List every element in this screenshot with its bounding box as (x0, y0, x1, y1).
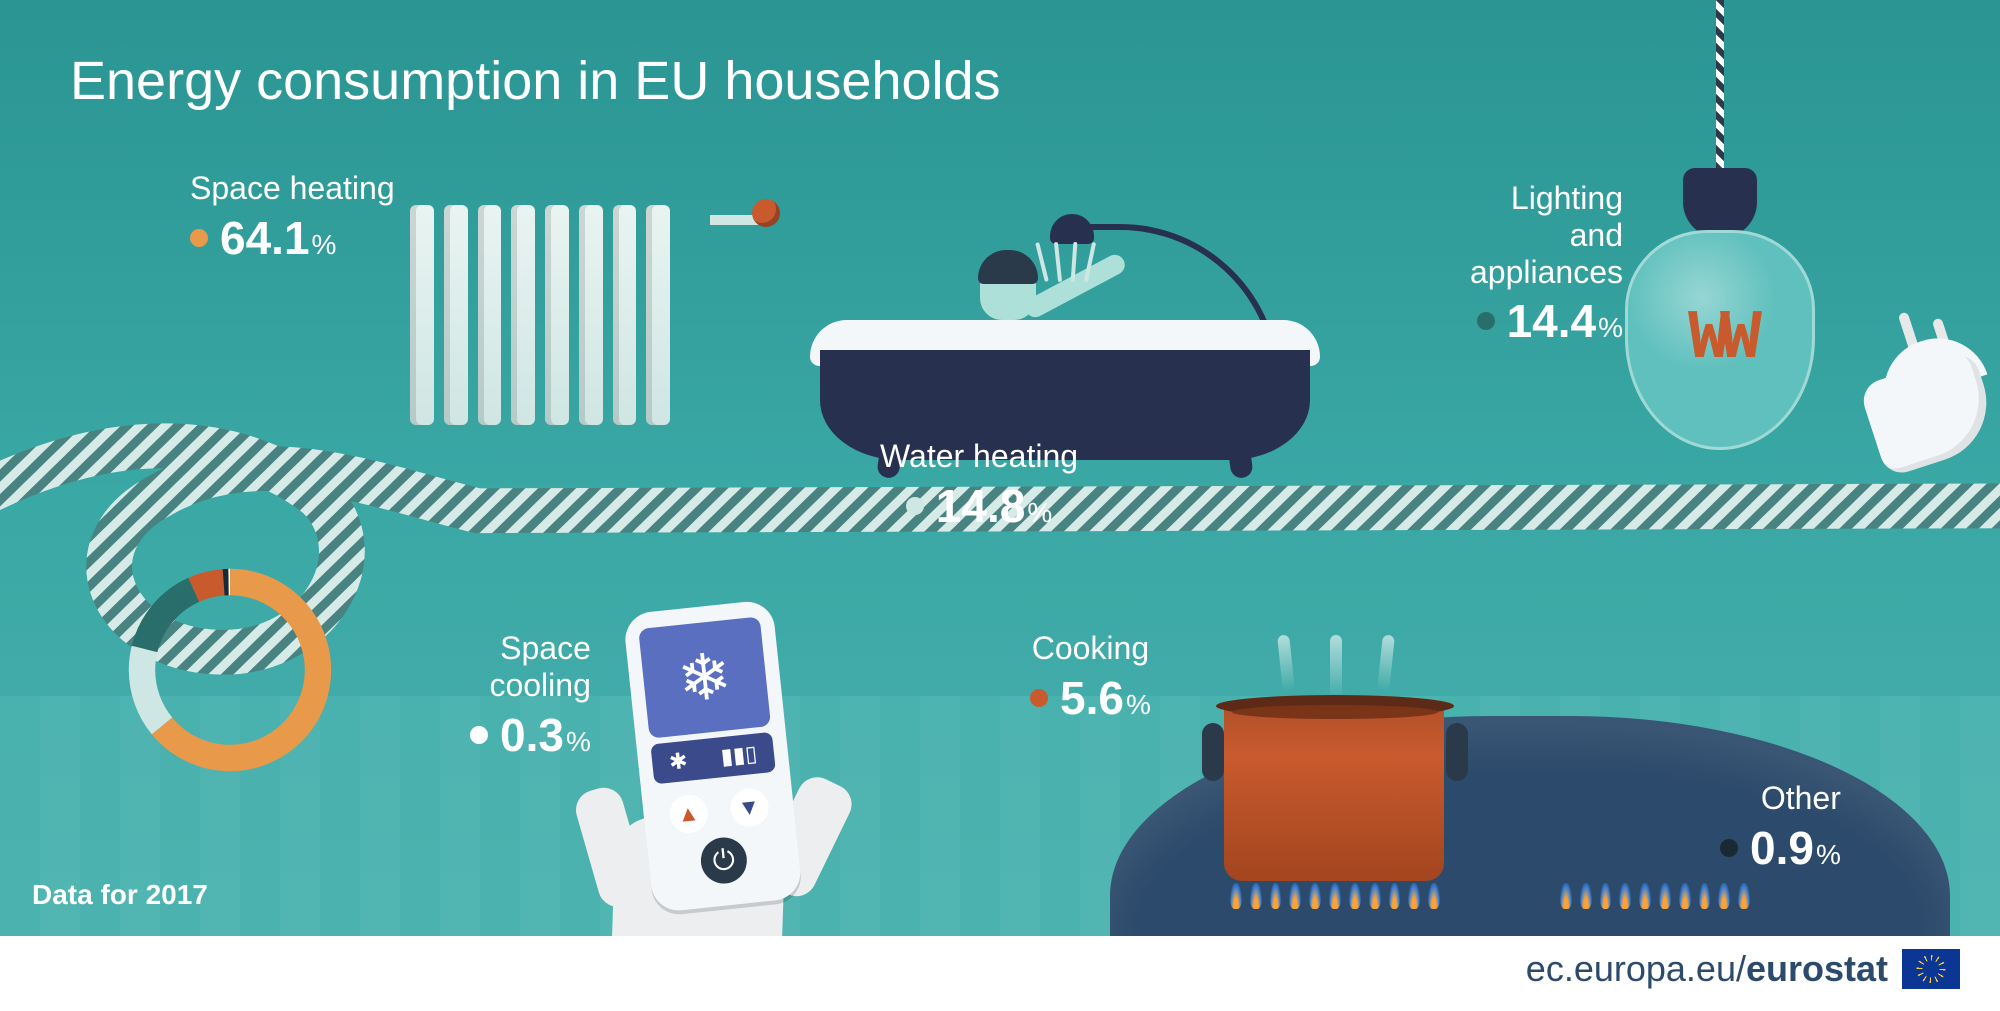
burner-flames-icon (1560, 879, 1750, 909)
percent-unit: % (1598, 312, 1623, 343)
percent-unit: % (312, 229, 337, 260)
percent-unit: % (1027, 497, 1052, 528)
category-dot-icon (1720, 839, 1738, 857)
footer-url-bold: eurostat (1746, 948, 1888, 990)
category-dot-icon (1477, 312, 1495, 330)
page-title: Energy consumption in EU households (70, 50, 1001, 112)
plug-icon (1846, 330, 2000, 500)
category-dot-icon (470, 726, 488, 744)
category-value: 0.3% (500, 708, 591, 762)
category-label: Other (1720, 780, 1841, 817)
percent-unit: % (566, 726, 591, 757)
category-value: 14.8% (936, 479, 1052, 533)
category-label: Space heating (190, 170, 395, 207)
category-label: Spacecooling (470, 630, 591, 704)
category-value: 5.6% (1060, 671, 1151, 725)
pot-icon (1210, 641, 1460, 881)
footer-url-prefix: ec.europa.eu/ (1526, 948, 1746, 990)
category-lighting: Lightingandappliances14.4% (1470, 180, 1623, 348)
category-value: 0.9% (1750, 821, 1841, 875)
eu-flag-icon (1902, 949, 1960, 989)
category-label: Cooking (1030, 630, 1151, 667)
remote-icon: ❄ ✱▮▮▯ ▲ ▼ ⏻ (583, 595, 847, 957)
category-cooking: Cooking 5.6% (1030, 630, 1151, 725)
infographic-root: Energy consumption in EU households (0, 0, 2000, 1001)
category-dot-icon (190, 229, 208, 247)
category-space_heating: Space heating 64.1% (190, 170, 395, 265)
footer: ec.europa.eu/eurostat (0, 936, 2000, 1001)
burner-flames-icon (1230, 879, 1440, 909)
lightbulb-icon: WW (1610, 0, 1830, 480)
category-water_heating: Water heating 14.8% (880, 438, 1078, 533)
category-label: Water heating (880, 438, 1078, 475)
category-dot-icon (906, 497, 924, 515)
category-value: 14.4% (1507, 294, 1623, 348)
category-other: Other 0.9% (1720, 780, 1841, 875)
data-note: Data for 2017 (32, 879, 208, 911)
category-label: Lightingandappliances (1470, 180, 1623, 290)
radiator-icon (410, 175, 720, 425)
category-space_cooling: Spacecooling0.3% (470, 630, 591, 762)
snowflake-icon: ❄ (674, 637, 735, 717)
donut-chart (120, 560, 340, 780)
category-dot-icon (1030, 689, 1048, 707)
percent-unit: % (1126, 689, 1151, 720)
percent-unit: % (1816, 839, 1841, 870)
category-value: 64.1% (220, 211, 336, 265)
